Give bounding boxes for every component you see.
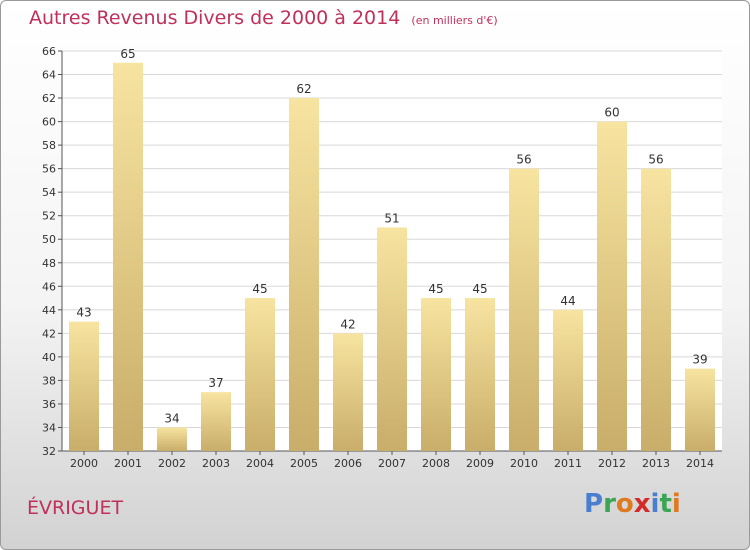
x-tick-label-2008: 2008 [422, 457, 450, 470]
y-tick-label: 66 [42, 45, 56, 58]
x-tick-label-2004: 2004 [246, 457, 274, 470]
data-labels: 43 65 34 37 45 62 42 51 45 45 56 44 60 56 39 [76, 47, 707, 426]
bar-2008 [421, 298, 451, 451]
data-label-2014: 39 [692, 353, 707, 367]
bar-2005 [289, 98, 319, 451]
logo-letter: r [603, 489, 616, 519]
x-tick-label-2010: 2010 [510, 457, 538, 470]
data-label-2003: 37 [208, 376, 223, 390]
y-tick-label: 32 [42, 445, 56, 458]
logo-letter: o [615, 489, 634, 519]
data-label-2008: 45 [428, 282, 443, 296]
y-tick-label: 58 [42, 139, 56, 152]
bar-2006 [333, 333, 363, 451]
bar-2010 [509, 168, 539, 451]
bar-2001 [113, 62, 143, 451]
logo-letter: P [584, 489, 604, 519]
x-tick-label-2002: 2002 [158, 457, 186, 470]
data-label-2004: 45 [252, 282, 267, 296]
chart-title: Autres Revenus Divers de 2000 à 2014 [29, 7, 401, 29]
bar-2004 [245, 298, 275, 451]
y-tick-label: 48 [42, 257, 56, 270]
data-label-2006: 42 [340, 317, 355, 331]
x-tick-label-2003: 2003 [202, 457, 230, 470]
data-label-2001: 65 [120, 47, 135, 61]
y-tick-label: 44 [42, 304, 56, 317]
y-tick-label: 62 [42, 92, 56, 105]
y-tick-label: 64 [42, 69, 56, 82]
x-tick-label-2005: 2005 [290, 457, 318, 470]
bar-2011 [553, 309, 583, 451]
bar-2002 [157, 427, 187, 451]
logo-letter: t [659, 489, 672, 519]
y-tick-label: 50 [42, 233, 56, 246]
x-tick-label-2001: 2001 [114, 457, 142, 470]
x-tick-label-2012: 2012 [598, 457, 626, 470]
data-label-2013: 56 [648, 153, 663, 167]
data-label-2009: 45 [472, 282, 487, 296]
x-tick-label-2007: 2007 [378, 457, 406, 470]
y-tick-label: 46 [42, 280, 56, 293]
logo-letter: i [671, 489, 681, 519]
y-tick-label: 52 [42, 210, 56, 223]
logo-letter: x [633, 489, 651, 519]
x-tick-label-2014: 2014 [686, 457, 714, 470]
y-tick-label: 34 [42, 421, 56, 434]
logo-letter: i [650, 489, 660, 519]
bar-2014 [685, 368, 715, 451]
bar-2012 [597, 121, 627, 452]
y-tick-label: 56 [42, 163, 56, 176]
x-tick-label-2006: 2006 [334, 457, 362, 470]
place-name: ÉVRIGUET [27, 497, 124, 519]
bar-2007 [377, 227, 407, 451]
bar-2003 [201, 392, 231, 451]
bar-2000 [69, 321, 99, 451]
data-label-2011: 44 [560, 294, 575, 308]
y-tick-label: 42 [42, 327, 56, 340]
data-label-2000: 43 [76, 306, 91, 320]
data-label-2002: 34 [164, 411, 179, 425]
proxiti-logo: Proxiti [584, 489, 681, 519]
data-label-2012: 60 [604, 106, 619, 120]
title-row: Autres Revenus Divers de 2000 à 2014 (en… [29, 7, 498, 29]
y-tick-label: 38 [42, 374, 56, 387]
x-tick-label-2011: 2011 [554, 457, 582, 470]
data-label-2007: 51 [384, 211, 399, 225]
x-tick-label-2009: 2009 [466, 457, 494, 470]
bar-2013 [641, 168, 671, 451]
data-label-2005: 62 [296, 82, 311, 96]
data-label-2010: 56 [516, 153, 531, 167]
bars [69, 62, 715, 452]
y-tick-label: 54 [42, 186, 56, 199]
bar-2009 [465, 298, 495, 451]
chart-subtitle: (en milliers d'€) [411, 14, 498, 27]
y-tick-label: 60 [42, 116, 56, 129]
x-tick-label-2013: 2013 [642, 457, 670, 470]
x-tick-labels: 2000 2001 2002 2003 2004 2005 2006 2007 2008 2009… [70, 457, 714, 470]
y-tick-label: 36 [42, 398, 56, 411]
y-tick-label: 40 [42, 351, 56, 364]
x-tick-label-2000: 2000 [70, 457, 98, 470]
y-tick-labels: 32 34 36 38 40 42 44 46 48 50 52 54 56 58 60 62 64 66 [42, 45, 56, 458]
